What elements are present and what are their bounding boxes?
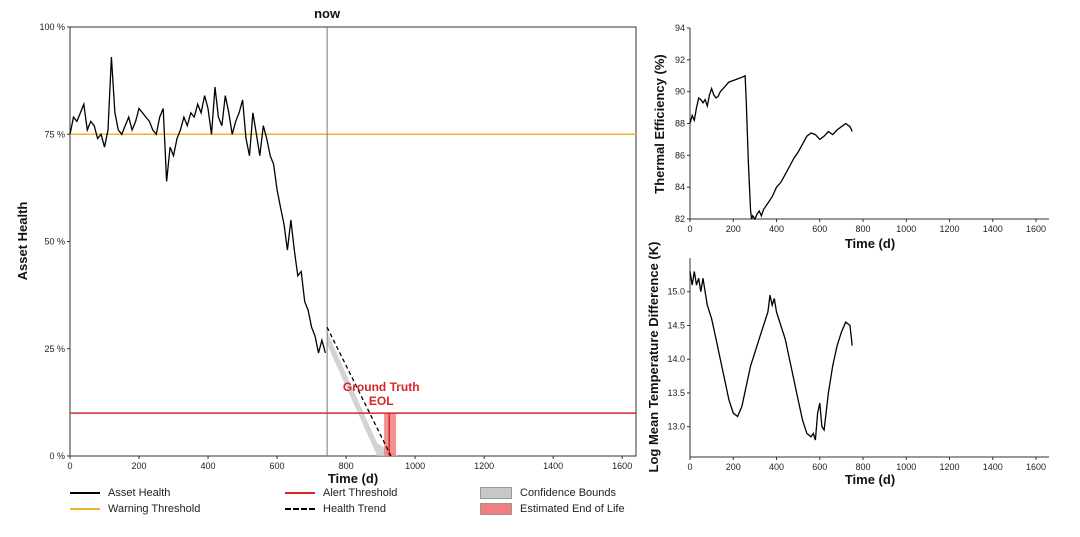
y-tick-label: 50 % — [44, 237, 65, 247]
x-tick-label: 1000 — [896, 224, 916, 234]
x-tick-label: 1000 — [405, 461, 425, 471]
x-tick-label: 1200 — [940, 224, 960, 234]
estimated-eol-band — [384, 413, 397, 456]
x-tick-label: 0 — [67, 461, 72, 471]
x-tick-label: 1600 — [1026, 462, 1046, 472]
x-tick-label: 600 — [812, 224, 827, 234]
x-axis-label: Time (d) — [845, 472, 895, 487]
legend-swatch — [70, 492, 100, 495]
y-tick-label: 100 % — [39, 22, 65, 32]
y-axis-label: Asset Health — [15, 202, 30, 281]
eol-label: EOL — [369, 394, 394, 408]
x-tick-label: 200 — [132, 461, 147, 471]
y-tick-label: 94 — [675, 23, 685, 33]
x-tick-label: 1600 — [612, 461, 632, 471]
y-tick-label: 14.5 — [667, 320, 685, 330]
x-axis-label: Time (d) — [845, 236, 895, 251]
y-tick-label: 82 — [675, 214, 685, 224]
legend-item-alert-threshold: Alert Threshold — [285, 486, 397, 500]
x-tick-label: 1400 — [983, 462, 1003, 472]
legend-item-warning-threshold: Warning Threshold — [70, 502, 200, 516]
y-tick-label: 86 — [675, 150, 685, 160]
x-tick-label: 200 — [726, 224, 741, 234]
legend-swatch — [480, 487, 512, 500]
legend-label: Confidence Bounds — [520, 487, 617, 499]
asset-health-chart: now Ground Truth EOL 0 200 400 600 800 1000 12… — [15, 6, 637, 486]
asset-health-series-line — [69, 56, 327, 354]
thermal-efficiency-chart: 0 200 400 600 800 1000 1200 1400 1600 82 84 86 88 90… — [652, 23, 1049, 251]
health-trend-line — [326, 327, 392, 457]
legend-swatch — [480, 503, 512, 516]
y-tick-label: 0 % — [49, 451, 65, 461]
legend-label: Asset Health — [108, 487, 171, 499]
y-tick-label: 14.0 — [667, 354, 685, 364]
ground-truth-label: Ground Truth — [343, 380, 420, 394]
y-tick-label: 25 % — [44, 344, 65, 354]
legend-swatch — [285, 508, 315, 511]
legend-swatch — [285, 492, 315, 495]
x-tick-label: 400 — [769, 462, 784, 472]
legend-label: Health Trend — [323, 503, 386, 515]
x-tick-label: 1000 — [896, 462, 916, 472]
legend-label: Estimated End of Life — [520, 503, 625, 515]
y-tick-label: 84 — [675, 182, 685, 192]
y-tick-label: 13.5 — [667, 388, 685, 398]
y-tick-label: 92 — [675, 55, 685, 65]
y-axis-label: Thermal Efficiency (%) — [652, 54, 667, 193]
legend-label: Alert Threshold — [323, 487, 398, 499]
legend-item-health-trend: Health Trend — [285, 502, 386, 516]
x-tick-label: 1600 — [1026, 224, 1046, 234]
x-tick-label: 400 — [769, 224, 784, 234]
legend-item-confidence-bounds: Confidence Bounds — [480, 486, 616, 500]
legend-item-asset-health: Asset Health — [70, 486, 170, 500]
x-tick-label: 0 — [687, 462, 692, 472]
x-tick-label: 600 — [270, 461, 285, 471]
legend-swatch — [70, 508, 100, 511]
x-tick-label: 600 — [812, 462, 827, 472]
x-tick-label: 800 — [855, 224, 870, 234]
x-tick-label: 0 — [687, 224, 692, 234]
x-tick-label: 400 — [201, 461, 216, 471]
y-tick-label: 75 % — [44, 129, 65, 139]
now-label: now — [314, 6, 341, 21]
x-tick-label: 200 — [726, 462, 741, 472]
legend-item-estimated-eol: Estimated End of Life — [480, 502, 625, 516]
legend-label: Warning Threshold — [108, 503, 201, 515]
thermal-efficiency-series-line — [689, 74, 853, 221]
lmtd-chart: 0 200 400 600 800 1000 1200 1400 1600 13.0 13.5 14… — [646, 242, 1049, 487]
y-tick-label: 90 — [675, 87, 685, 97]
x-tick-label: 1400 — [543, 461, 563, 471]
lmtd-series-line — [689, 271, 853, 441]
x-tick-label: 800 — [855, 462, 870, 472]
x-tick-label: 1200 — [474, 461, 494, 471]
x-tick-label: 1200 — [940, 462, 960, 472]
y-tick-label: 15.0 — [667, 287, 685, 297]
x-axis-label: Time (d) — [328, 471, 378, 486]
y-tick-label: 88 — [675, 119, 685, 129]
y-axis-label: Log Mean Temperature Difference (K) — [646, 242, 661, 473]
x-tick-label: 800 — [339, 461, 354, 471]
x-tick-label: 1400 — [983, 224, 1003, 234]
y-tick-label: 13.0 — [667, 422, 685, 432]
